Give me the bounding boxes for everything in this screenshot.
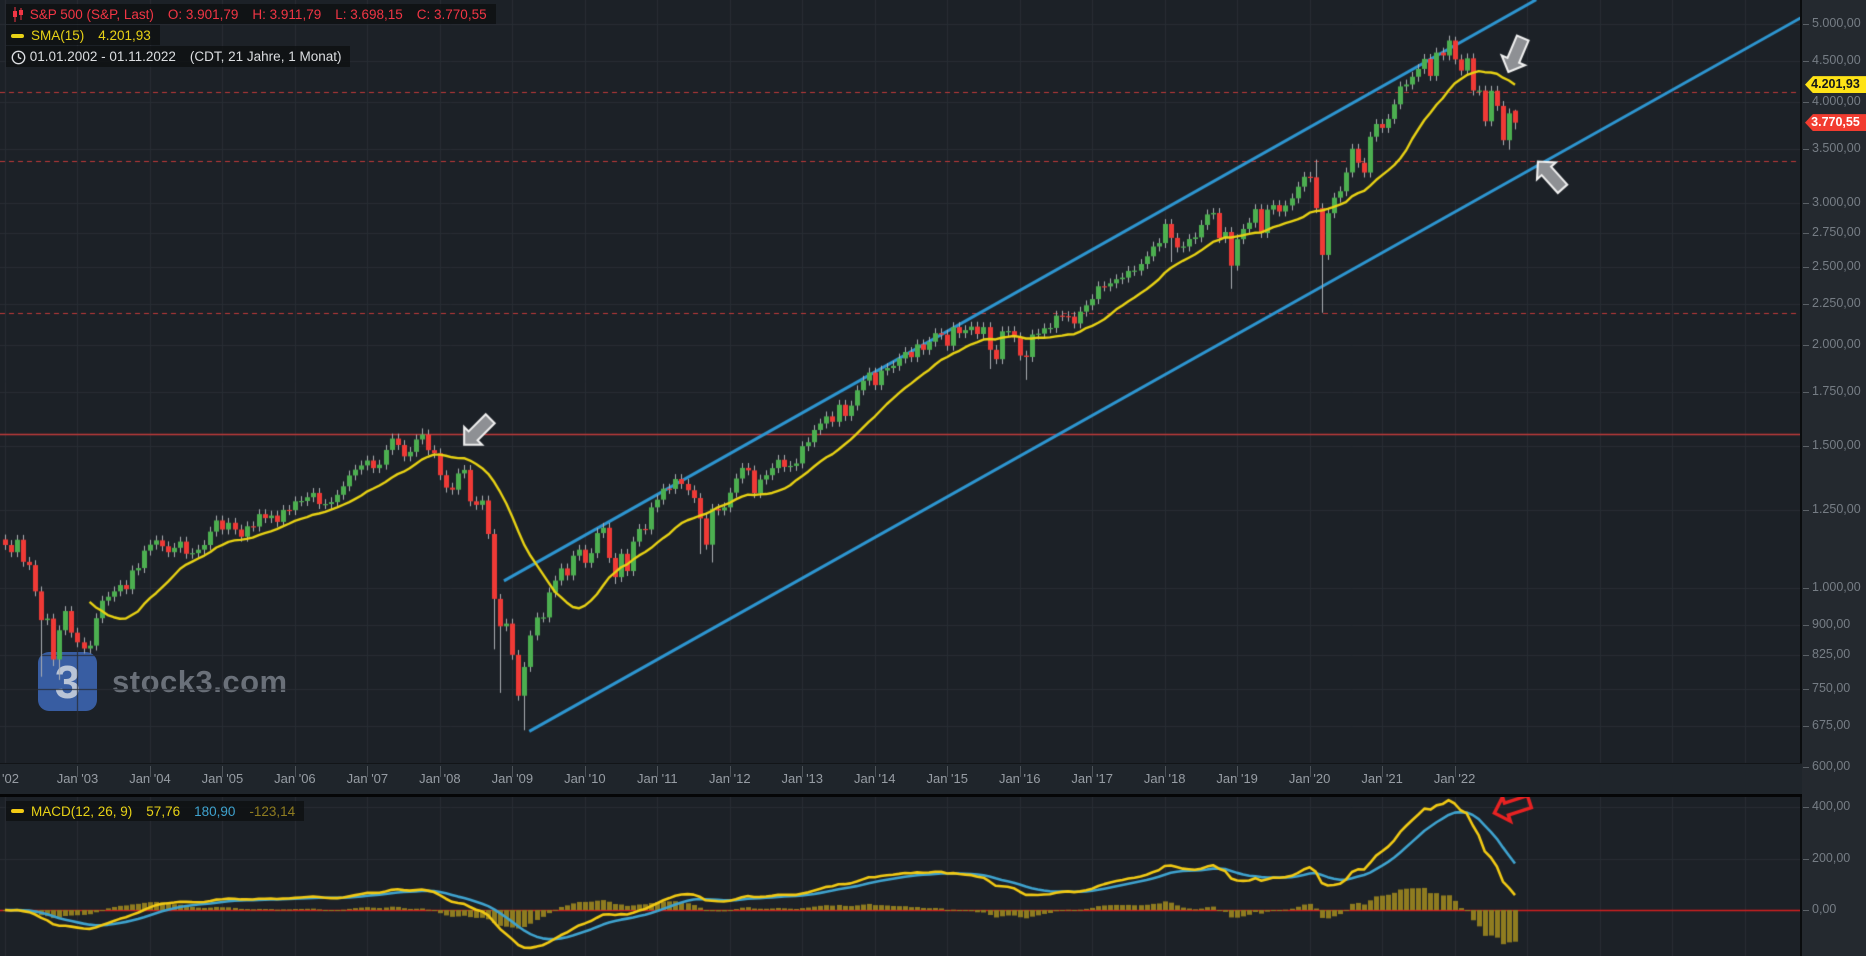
time-axis-label: Jan '12: [709, 771, 751, 786]
price-axis-label: 600,00: [1802, 758, 1851, 773]
time-axis-tick: [1455, 766, 1456, 777]
ohlc-low: L: 3.698,15: [335, 6, 403, 22]
price-axis-label: 1.250,00: [1803, 501, 1861, 516]
ohlc-open: O: 3.901,79: [167, 6, 239, 22]
price-axis-label: 900,00: [1802, 616, 1851, 631]
time-axis-tick: [657, 766, 658, 777]
chart-legend: S&P 500 (S&P, Last) O: 3.901,79 H: 3.911…: [6, 4, 496, 68]
time-axis-tick: [1020, 766, 1021, 777]
price-axis-label: 825,00: [1802, 647, 1851, 662]
macd-legend-row[interactable]: MACD(12, 26, 9) 57,76 180,90 -123,14: [6, 801, 305, 821]
time-axis-tick: [730, 766, 731, 777]
time-axis-tick: [875, 766, 876, 777]
time-axis-tick: [367, 766, 368, 777]
price-axis-label: 4.000,00: [1803, 93, 1861, 108]
time-axis-label: Jan '10: [564, 771, 606, 786]
time-axis-label: Jan '18: [1143, 771, 1186, 786]
ohlc-close: C: 3.770,55: [416, 6, 487, 22]
last-price-badge: 3.770,55: [1805, 114, 1866, 132]
price-axis-label: 2.250,00: [1803, 295, 1861, 310]
time-axis-label: Jan '07: [346, 771, 389, 786]
time-axis-label: Jan '11: [637, 771, 678, 786]
macd-axis-label: 0,00: [1802, 902, 1837, 916]
time-axis-tick: [295, 766, 296, 777]
time-axis-tick: [1092, 766, 1093, 777]
time-axis-label: Jan '08: [419, 771, 461, 786]
sma-title: SMA(15): [31, 28, 85, 44]
price-axis-label: 1.000,00: [1803, 579, 1861, 594]
range-meta: (CDT, 21 Jahre, 1 Monat): [189, 49, 342, 65]
macd-signal-value: 180,90: [194, 803, 236, 819]
time-axis-tick: [1310, 766, 1311, 777]
range-legend-row: 01.01.2002 - 01.11.2022 (CDT, 21 Jahre, …: [6, 46, 351, 67]
price-axis-label: 2.500,00: [1803, 258, 1861, 273]
date-range: 01.01.2002 - 01.11.2022: [29, 49, 176, 65]
price-axis[interactable]: 5.000,00 4.500,00 4.000,00 3.500,00 3.000,00…: [1800, 0, 1866, 956]
time-axis-label: Jan '06: [274, 771, 316, 786]
sma-line-icon: [11, 33, 24, 38]
sma-value: 4.201,93: [98, 28, 151, 44]
instrument-title: S&P 500 (S&P, Last): [29, 6, 154, 22]
price-axis-label: 3.000,00: [1803, 194, 1861, 209]
candles-icon: [11, 6, 30, 23]
time-axis-label: Jan '20: [1288, 771, 1331, 786]
price-axis-label: 1.750,00: [1803, 383, 1861, 398]
price-axis-label: 3.500,00: [1803, 140, 1861, 155]
time-axis-label: Jan '13: [781, 771, 824, 786]
time-axis-label: Jan '21: [1361, 771, 1403, 786]
ohlc-high: H: 3.911,79: [252, 6, 322, 22]
time-axis-label: Jan '19: [1216, 771, 1258, 786]
price-axis-label: 5.000,00: [1803, 15, 1861, 30]
price-axis-label: 750,00: [1802, 680, 1851, 695]
time-axis-label: Jan '09: [491, 771, 534, 786]
time-axis-tick: [585, 766, 586, 777]
time-axis-tick: [1382, 766, 1383, 777]
sma-legend-row[interactable]: SMA(15) 4.201,93: [6, 25, 160, 46]
price-axis-label: 1.500,00: [1803, 437, 1861, 452]
macd-axis-label: 400,00: [1802, 799, 1851, 813]
macd-axis-label: 200,00: [1802, 850, 1851, 865]
time-axis-label: Jan '14: [853, 771, 896, 786]
macd-hist-value: -123,14: [249, 803, 296, 819]
time-axis-tick: [1165, 766, 1166, 777]
price-axis-label: 2.000,00: [1803, 336, 1861, 351]
price-axis-label: 4.500,00: [1803, 52, 1861, 67]
time-axis-label: Jan '04: [129, 771, 171, 786]
time-axis-label: Jan '16: [998, 771, 1041, 786]
sma-badge: 4.201,93: [1805, 76, 1866, 94]
clock-icon: [11, 49, 30, 65]
price-axis-label: 2.750,00: [1803, 225, 1861, 240]
time-axis-tick: [222, 766, 223, 777]
time-axis-tick: [802, 766, 803, 777]
macd-line-icon: [11, 809, 24, 814]
time-axis-tick: [1237, 766, 1238, 777]
macd-value: 57,76: [146, 803, 181, 819]
instrument-legend-row[interactable]: S&P 500 (S&P, Last) O: 3.901,79 H: 3.911…: [6, 4, 496, 25]
price-axis-label: 675,00: [1802, 717, 1851, 732]
time-axis-label: '02: [2, 771, 19, 786]
macd-legend: MACD(12, 26, 9) 57,76 180,90 -123,14: [6, 801, 305, 822]
time-axis-label: Jan '03: [56, 771, 99, 786]
time-axis-tick: [440, 766, 441, 777]
time-axis[interactable]: '02 Jan '03 Jan '04 Jan '05 Jan '06 Jan '07 Ja…: [0, 763, 1802, 797]
time-axis-tick: [77, 766, 78, 777]
time-axis-tick: [512, 766, 513, 777]
time-axis-tick: [150, 766, 151, 777]
time-axis-tick: [947, 766, 948, 777]
time-axis-label: Jan '15: [926, 771, 968, 786]
macd-title: MACD(12, 26, 9): [31, 803, 133, 819]
time-axis-label: Jan '22: [1433, 771, 1476, 786]
time-axis-label: Jan '05: [201, 771, 244, 786]
time-axis-label: Jan '17: [1071, 771, 1113, 786]
